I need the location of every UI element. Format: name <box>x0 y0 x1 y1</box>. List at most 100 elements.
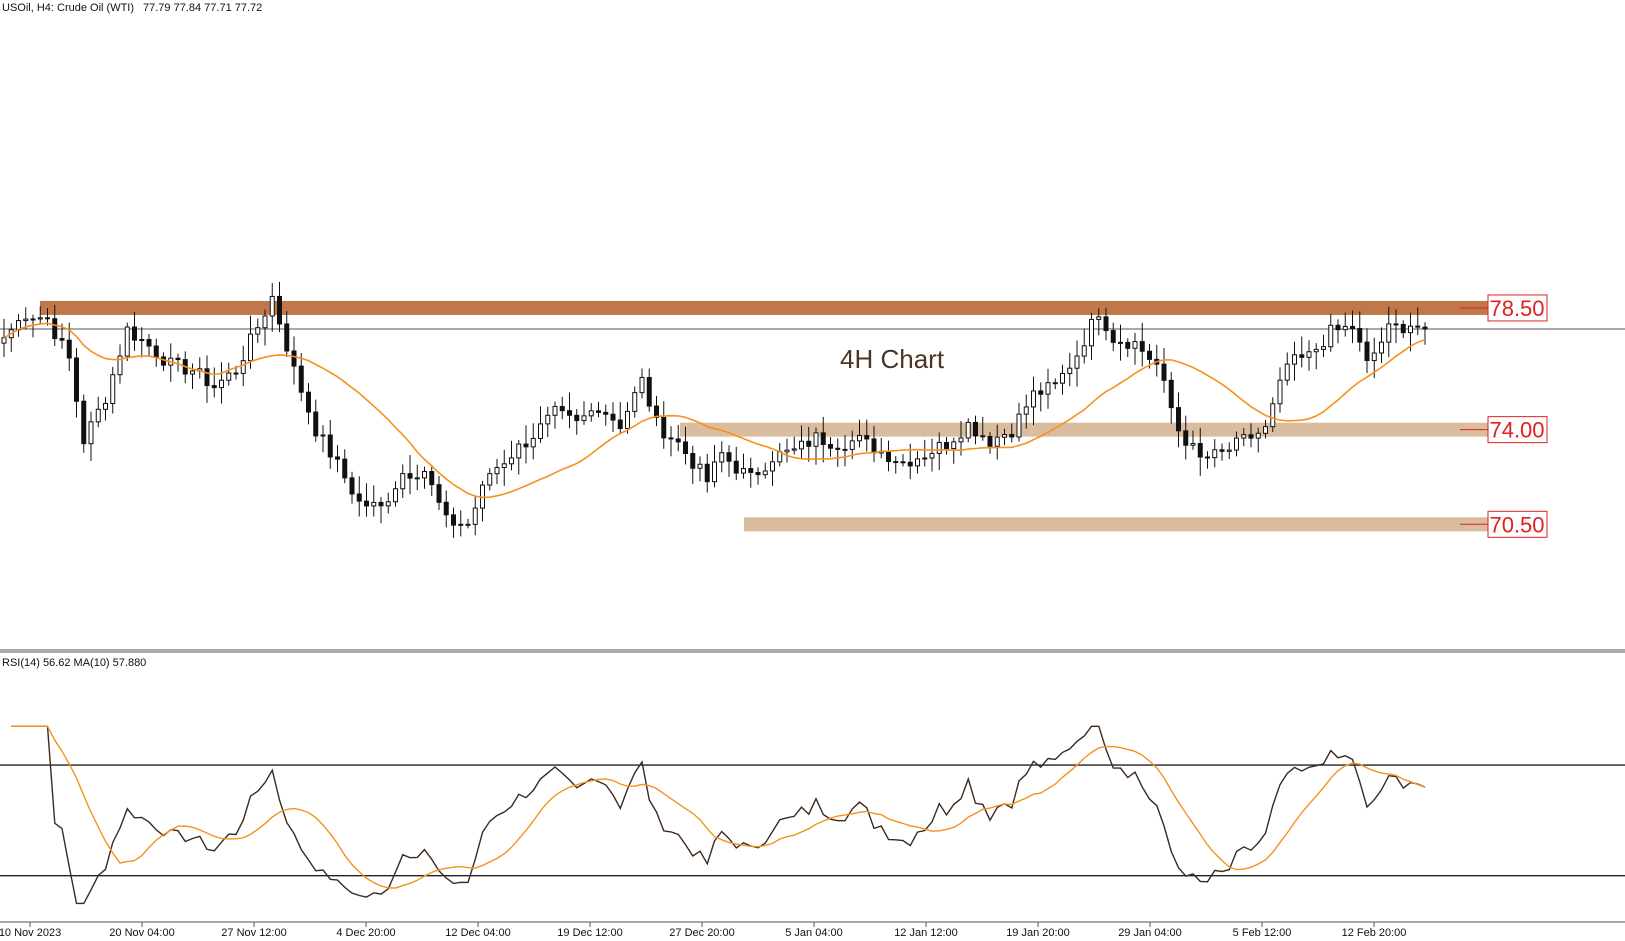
candle <box>1226 442 1232 460</box>
candle-body <box>719 452 725 463</box>
x-tick-label: 12 Jan 12:00 <box>894 927 958 939</box>
candle <box>748 457 754 488</box>
candle-body <box>436 484 442 503</box>
candle-body <box>356 493 362 502</box>
candle <box>770 451 775 486</box>
candle-body <box>668 437 674 440</box>
candle <box>719 441 725 473</box>
candle <box>1284 352 1290 386</box>
candle-body <box>1292 354 1297 365</box>
candle <box>784 438 790 463</box>
candle-body <box>494 467 500 475</box>
moving-average-line <box>3 322 1426 499</box>
candle <box>857 419 862 448</box>
candle-body <box>1226 449 1232 452</box>
candle-body <box>110 374 116 404</box>
candle <box>465 518 471 529</box>
candle <box>1074 340 1080 387</box>
candle <box>1263 419 1268 439</box>
time-axis-labels: 10 Nov 2023 20 Nov 04:00 27 Nov 12:00 4 Dec… <box>0 922 1406 939</box>
candle <box>697 456 703 482</box>
candle-body <box>1190 443 1196 446</box>
level-band-78.50 <box>40 300 1488 315</box>
candle-body <box>784 449 790 453</box>
candle <box>1161 347 1167 393</box>
candle <box>95 396 101 428</box>
candle-body <box>458 523 464 526</box>
candle <box>559 396 565 420</box>
candle-body <box>393 488 398 503</box>
level-label-70.50: 70.50 <box>1460 510 1548 538</box>
candle <box>1081 328 1087 364</box>
candle <box>1313 343 1319 370</box>
candle <box>733 446 739 481</box>
candle <box>900 454 906 467</box>
candle-body <box>124 326 130 357</box>
candle <box>1328 314 1334 352</box>
candle-body <box>1241 434 1247 439</box>
candle <box>211 367 217 398</box>
candle <box>262 309 268 346</box>
candle <box>980 416 986 441</box>
candle-body <box>1306 351 1312 358</box>
candle <box>581 401 587 425</box>
candle-body <box>1002 434 1007 438</box>
candle <box>110 366 116 414</box>
candle-body <box>59 338 65 341</box>
candle <box>1342 312 1348 337</box>
candle-body <box>1364 341 1370 362</box>
x-tick-label: 5 Jan 04:00 <box>785 927 843 939</box>
candle <box>1205 451 1210 469</box>
candle-body <box>516 443 522 459</box>
candle-body <box>1052 382 1058 385</box>
candle <box>385 492 391 514</box>
candle <box>393 481 398 507</box>
candle-body <box>211 385 217 389</box>
candle-body <box>1197 443 1203 458</box>
candle <box>1060 364 1065 395</box>
candle <box>1067 352 1073 387</box>
candle <box>146 333 152 357</box>
candle-body <box>1263 426 1268 434</box>
candle <box>538 406 543 443</box>
candle <box>139 327 145 358</box>
candle-body <box>1371 352 1377 362</box>
candle-body <box>755 471 761 476</box>
candle-body <box>132 326 137 341</box>
level-label-78.50: 78.50 <box>1460 294 1548 322</box>
candle-body <box>1234 437 1239 451</box>
candle-body <box>973 421 978 437</box>
candle <box>1183 415 1189 460</box>
candle <box>458 510 464 537</box>
candle-body <box>690 453 696 469</box>
candle <box>269 283 275 332</box>
candle <box>103 397 108 421</box>
candle-body <box>951 441 957 450</box>
level-band-70.50 <box>744 517 1488 532</box>
candle-body <box>1350 325 1355 330</box>
level-label-box <box>1487 416 1548 444</box>
candle <box>451 507 456 538</box>
candle-body <box>451 514 456 526</box>
candle-body <box>552 405 558 416</box>
candle-body <box>1321 346 1326 350</box>
candle <box>1139 322 1145 367</box>
candle <box>552 401 558 429</box>
candle-body <box>1031 390 1036 408</box>
candle <box>588 403 594 422</box>
candle-body <box>770 461 775 472</box>
x-tick-label: 20 Nov 04:00 <box>109 927 174 939</box>
candle-body <box>849 440 855 450</box>
candle <box>117 344 123 384</box>
candle-body <box>704 463 710 483</box>
candle-body <box>1168 379 1174 409</box>
candle-body <box>175 357 181 361</box>
candle <box>1132 332 1138 365</box>
candle <box>639 368 645 399</box>
candle-body <box>371 501 377 507</box>
candle-body <box>712 461 717 483</box>
candle-body <box>81 400 87 445</box>
candle <box>1270 397 1276 433</box>
candle-body <box>936 441 942 454</box>
candle <box>683 426 688 465</box>
